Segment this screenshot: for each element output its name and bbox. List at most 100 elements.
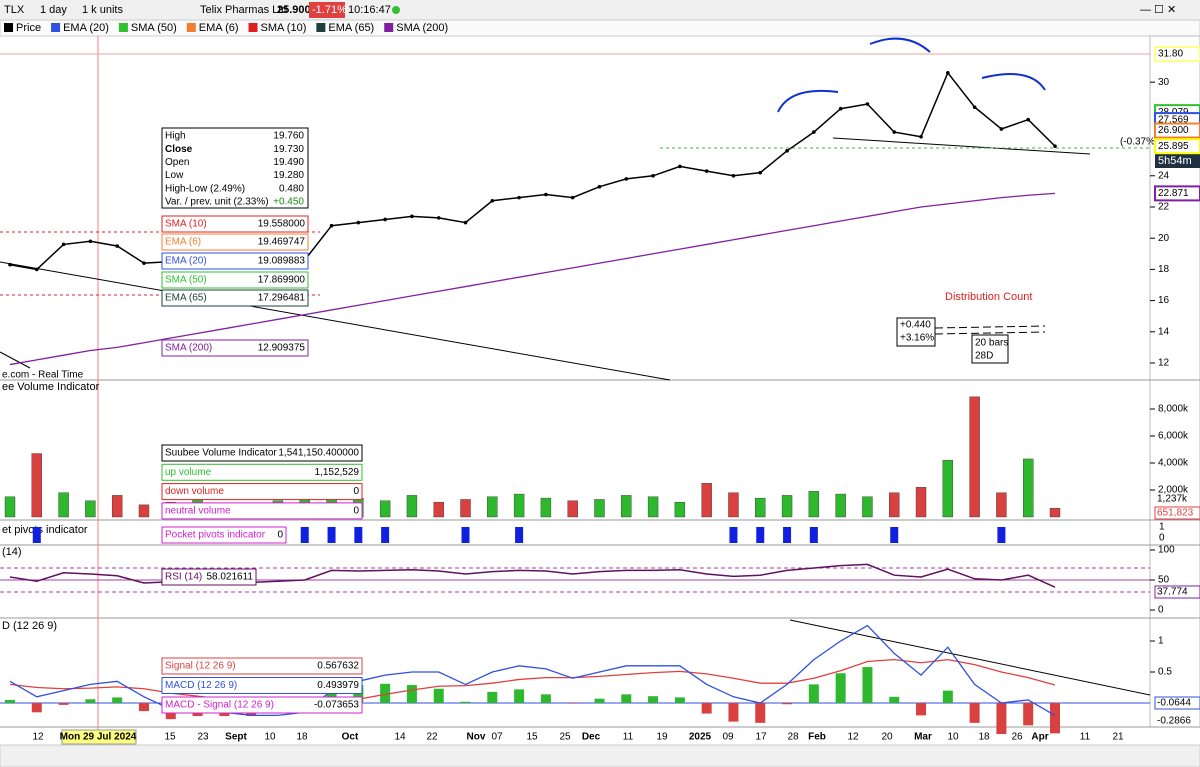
scrollbar[interactable] [0, 744, 1200, 767]
measure-line [934, 325, 1046, 329]
pivot-flag [32, 527, 41, 543]
macd-info-label: MACD - Signal (12 26 9) [165, 700, 274, 711]
x-tick-label: 10 [264, 732, 276, 743]
legend-entry[interactable]: SMA (10) [261, 22, 307, 34]
span-box [971, 334, 1009, 364]
close-point [972, 105, 977, 109]
pivot-flag [354, 527, 363, 543]
macd-info-value: 0.567632 [317, 661, 359, 672]
y-tick-label: 16 [1158, 295, 1170, 306]
indicator-value: 19.469747 [258, 237, 306, 248]
x-tick-label: 15 [164, 732, 176, 743]
macd-histogram [996, 703, 1007, 735]
macd-info-label: MACD (12 26 9) [165, 680, 237, 691]
close-point [410, 214, 414, 219]
pivots-info-value: 0 [277, 530, 283, 541]
legend-entry[interactable]: EMA (20) [63, 22, 109, 34]
close-point [383, 217, 387, 222]
close-point [704, 169, 709, 173]
x-tick-label: 11 [623, 732, 634, 743]
x-tick-label: 2025 [689, 732, 712, 743]
pivots-info-label: Pocket pivots indicator [165, 530, 266, 541]
close-point [678, 164, 682, 169]
pivot-flag [381, 527, 390, 543]
close-point [651, 173, 655, 178]
shoulder-arc [981, 73, 1046, 91]
y-tick-label: 18 [1158, 264, 1170, 275]
price-badge-label: 22.871 [1158, 188, 1189, 199]
close-point [919, 134, 923, 139]
x-tick-label: 17 [755, 732, 767, 743]
macd-histogram [380, 683, 391, 704]
legend-swatch [118, 23, 128, 32]
close-point [624, 177, 629, 181]
volume-bar [781, 495, 793, 518]
legend-entry[interactable]: Price [16, 22, 41, 34]
close-point [88, 239, 93, 244]
volume-bar [567, 500, 578, 518]
indicator-value: 17.869900 [258, 275, 306, 286]
legend-entry[interactable]: SMA (50) [131, 22, 177, 34]
macd-last: -0.0644 [1157, 698, 1191, 709]
tooltip-value: 19.490 [273, 157, 304, 168]
x-tick-label: 15 [526, 732, 538, 743]
units[interactable]: 1 k units [82, 4, 123, 16]
close-point [1053, 144, 1057, 148]
volume-bar [915, 487, 927, 518]
symbol[interactable]: TLX [4, 4, 25, 16]
close-point [490, 198, 495, 203]
instrument: Telix Pharmas Ltd [200, 4, 287, 16]
macd-histogram [353, 685, 364, 704]
pivot-flag [809, 527, 818, 543]
tooltip-value: 19.760 [273, 131, 304, 142]
rsi-info-label: RSI (14) [165, 572, 202, 583]
volume-bar [969, 396, 980, 518]
indicator-label: SMA (50) [165, 275, 207, 286]
macd-histogram [85, 699, 96, 704]
date-highlight [61, 729, 137, 745]
interval[interactable]: 1 day [40, 4, 67, 16]
indicator-value: 19.558000 [258, 219, 306, 230]
indicator-label: EMA (65) [165, 293, 207, 304]
window-controls[interactable]: — ☐ ✕ [1140, 4, 1176, 16]
macd-histogram [835, 673, 846, 704]
countdown-box [1155, 154, 1200, 168]
tooltip [161, 127, 309, 209]
volume-bar [4, 496, 16, 518]
x-tick-label: 18 [296, 732, 308, 743]
y-tick-label: 100 [1158, 545, 1175, 556]
x-tick-label: 22 [426, 732, 438, 743]
countdown: 5h54m [1158, 155, 1192, 167]
close-point [463, 220, 468, 225]
volume-bar [460, 499, 471, 518]
volume-bar [111, 495, 123, 518]
x-tick-label: 18 [978, 732, 990, 743]
macd-info-box [161, 657, 363, 675]
macd-histogram [862, 667, 873, 704]
legend-entry[interactable]: EMA (65) [328, 22, 374, 34]
tooltip-label: Low [165, 170, 184, 181]
legend-entry[interactable]: SMA (200) [396, 22, 448, 34]
indicator-label: SMA (10) [165, 219, 207, 230]
volume-bar [942, 460, 954, 518]
close-point [838, 106, 843, 111]
x-tick-label: 26 [1011, 732, 1023, 743]
volume-bar [996, 492, 1007, 518]
pivots-title: et pivots indicator [2, 524, 88, 536]
x-tick-label: 28 [787, 732, 799, 743]
legend-entry[interactable]: EMA (6) [199, 22, 239, 34]
legend-swatch [316, 23, 326, 32]
last-volume: 651,823 [1157, 508, 1194, 519]
x-tick-label: Mar [914, 732, 932, 743]
indicator-box [161, 252, 309, 270]
rsi-title: (14) [2, 546, 22, 558]
y-tick-label: 0 [1158, 605, 1164, 616]
volume-info-value: 1,152,529 [315, 467, 360, 478]
legend-swatch [186, 23, 196, 32]
close-point [597, 184, 602, 189]
price-badge-label: 27.569 [1158, 115, 1189, 126]
macd-histogram [942, 690, 953, 704]
y-tick-label: 2,000k [1158, 485, 1189, 496]
y-tick-label: 8,000k [1158, 404, 1189, 415]
